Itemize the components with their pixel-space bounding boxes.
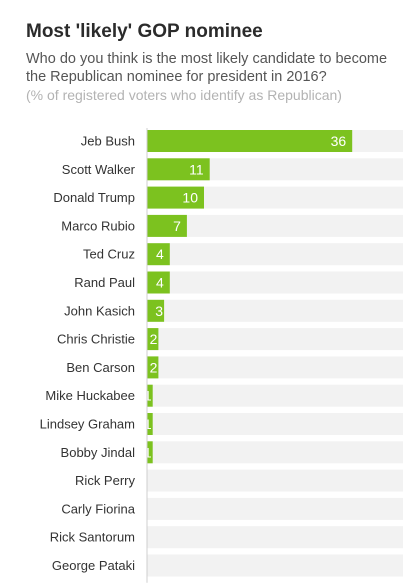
chart-title: Most 'likely' GOP nominee [26, 21, 263, 42]
chart-header: Most 'likely' GOP nominee Who do you thi… [26, 20, 411, 104]
category-label: Scott Walker [62, 162, 136, 177]
bar-track [147, 413, 403, 435]
category-label: Ben Carson [66, 360, 135, 375]
bar-track [147, 243, 403, 266]
bar [147, 441, 153, 464]
bar-track [147, 469, 403, 492]
bar-track [147, 384, 403, 407]
bar-track [147, 441, 403, 464]
category-label: Rick Santorum [50, 530, 135, 545]
bar [147, 299, 165, 322]
category-label: Donald Trump [53, 190, 135, 205]
category-label: Rick Perry [75, 473, 135, 488]
bar-track [147, 299, 403, 322]
bar [147, 130, 353, 152]
data-label: 1 [144, 444, 152, 460]
category-label: John Kasich [64, 303, 135, 318]
data-label: 3 [155, 303, 163, 319]
bar-track [147, 497, 403, 520]
bar [147, 356, 159, 379]
bar-track [147, 158, 403, 181]
data-label: 2 [150, 359, 158, 375]
data-label: 2 [150, 331, 158, 347]
category-label: Marco Rubio [61, 218, 135, 233]
category-label: Rand Paul [74, 275, 135, 290]
category-label: Chris Christie [57, 332, 135, 347]
bar-track [147, 328, 403, 351]
chart-subtitle: Who do you think is the most likely cand… [26, 51, 388, 85]
bar-track [147, 356, 403, 379]
data-label: 1 [144, 388, 152, 404]
bar [147, 243, 170, 266]
data-label: 11 [189, 161, 204, 177]
bar [147, 271, 170, 294]
bar-track [147, 526, 403, 549]
data-label: 4 [156, 246, 164, 262]
bar-track [147, 271, 403, 294]
bar-track [147, 214, 403, 237]
bar [147, 328, 159, 351]
category-label: Ted Cruz [83, 247, 135, 262]
data-label: 10 [182, 190, 198, 206]
category-label: Carly Fiorina [61, 501, 135, 516]
category-label: Lindsey Graham [40, 417, 135, 432]
category-label: Mike Huckabee [45, 388, 135, 403]
data-label: 4 [156, 275, 164, 291]
bar [147, 413, 153, 435]
chart-note: (% of registered voters who identify as … [26, 87, 342, 103]
category-label: Bobby Jindal [61, 445, 136, 460]
bar [147, 186, 204, 209]
bar [147, 384, 153, 407]
data-label: 7 [173, 218, 181, 234]
data-label: 1 [144, 416, 152, 432]
bar-track [147, 554, 403, 577]
data-label: 36 [331, 133, 347, 149]
bar [147, 158, 210, 181]
bar-track [147, 186, 403, 209]
category-label: Jeb Bush [81, 134, 135, 149]
bar [147, 214, 187, 237]
category-label: George Pataki [52, 558, 135, 573]
